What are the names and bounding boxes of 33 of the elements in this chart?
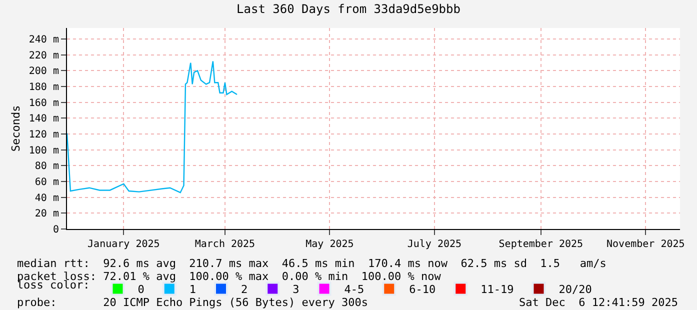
y-tick-label: 160 m	[28, 98, 59, 109]
y-tick-label: 200 m	[28, 66, 59, 78]
y-tick-label: 80 m	[34, 161, 59, 172]
y-tick-label: 40 m	[34, 192, 59, 204]
y-tick-label: 0	[52, 224, 59, 236]
text: Sat Dec 6 12:41:59 2025	[519, 296, 678, 309]
x-tick-label: September 2025	[498, 239, 584, 250]
legend-label: 11-19	[480, 283, 514, 296]
y-axis-title: Seconds	[10, 105, 23, 152]
y-tick-label: 220 m	[28, 50, 59, 62]
x-tick-label: November 2025	[606, 239, 685, 250]
x-tick-label: May 2025	[306, 239, 354, 250]
legend-label: 0	[138, 283, 144, 296]
legend-label: 4-5	[344, 283, 364, 296]
y-tick-label: 120 m	[28, 130, 59, 141]
y-tick-label: 60 m	[34, 177, 59, 188]
chart-title: Last 360 Days from 33da9d5e9bbb	[236, 2, 460, 16]
y-tick-label: 240 m	[28, 34, 59, 46]
y-tick-label: 180 m	[28, 82, 59, 94]
y-tick-label: 100 m	[28, 145, 59, 156]
x-tick-label: July 2025	[407, 239, 462, 250]
legend-label: 3	[292, 283, 300, 296]
line-series	[67, 60, 238, 194]
legend-label: 1	[189, 283, 196, 296]
y-tick-label: 20 m	[34, 208, 59, 220]
x-tick-label: January 2025	[88, 239, 160, 250]
text: probe: 20 ICMP Echo Pings (56 Bytes) every 300s	[17, 296, 368, 309]
legend-label: 2	[241, 283, 248, 296]
text: median rtt: 92.6 ms avg 210.7 ms max 46.5 ms min 170.4 ms now 62.5 ms sd 1.5 am/s	[17, 257, 606, 270]
y-tick-label: 140 m	[28, 114, 59, 125]
x-tick-label: March 2025	[194, 239, 256, 250]
legend-label: 6-10	[409, 283, 436, 296]
legend-label: 20/20	[558, 283, 592, 296]
